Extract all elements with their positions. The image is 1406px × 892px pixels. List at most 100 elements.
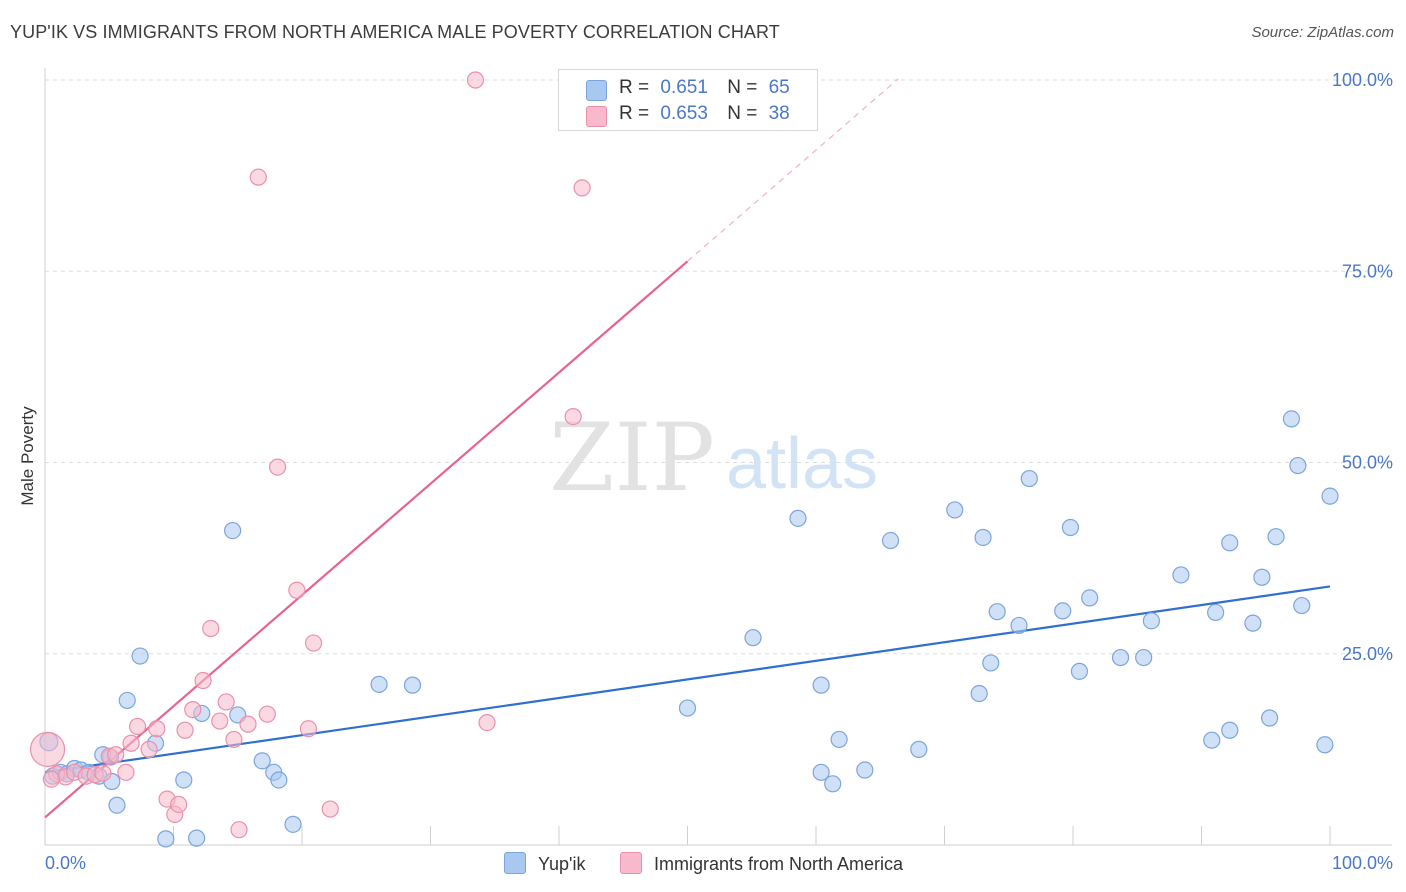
- point-yupik: [982, 654, 1000, 672]
- point-yupik: [118, 691, 136, 710]
- point-immigrants: [249, 168, 267, 186]
- legend-r-value: 0.651: [660, 77, 708, 98]
- point-yupik: [812, 676, 830, 694]
- legend-swatch-immigrants: [586, 106, 607, 127]
- point-yupik: [1142, 612, 1160, 630]
- grid-lines: [45, 79, 1392, 655]
- point-yupik: [1207, 603, 1225, 622]
- point-yupik: [108, 796, 126, 814]
- tick-labels: 25.0% 50.0% 75.0% 100.0% 0.0% 100.0%: [45, 70, 1393, 873]
- point-yupik: [1253, 568, 1271, 586]
- point-immigrants: [321, 800, 339, 818]
- point-yupik: [1267, 528, 1285, 546]
- point-yupik: [1289, 456, 1307, 475]
- source-label: Source: ZipAtlas.com: [1251, 24, 1394, 41]
- point-immigrants: [170, 795, 188, 814]
- legend-swatch-yupik: [586, 80, 607, 101]
- y-tick-label: 50.0%: [1342, 453, 1393, 473]
- point-immigrants: [217, 693, 235, 711]
- point-immigrants: [258, 705, 276, 723]
- point-immigrants: [107, 746, 125, 764]
- point-yupik: [1020, 469, 1038, 488]
- point-yupik: [1070, 662, 1089, 680]
- point-yupik: [812, 763, 830, 781]
- point-yupik: [131, 647, 149, 665]
- point-yupik: [988, 603, 1006, 621]
- point-yupik: [881, 531, 900, 550]
- legend-r-value: 0.653: [660, 103, 708, 124]
- point-immigrants: [202, 619, 220, 638]
- legend-n-label: N =: [727, 103, 758, 124]
- trend-line-immigrants-extension: [687, 78, 899, 262]
- point-immigrants: [211, 712, 229, 730]
- point-yupik: [1221, 721, 1239, 739]
- x-tick-label: 100.0%: [1332, 853, 1393, 873]
- point-immigrants: [225, 730, 243, 749]
- legend-n-label: N =: [727, 77, 758, 98]
- point-yupik: [1316, 736, 1334, 754]
- point-immigrants: [573, 179, 591, 197]
- point-yupik: [284, 815, 302, 833]
- bottom-legend-immigrants: Immigrants from North America: [620, 852, 903, 875]
- point-yupik: [188, 829, 206, 847]
- point-yupik: [1321, 487, 1339, 505]
- y-tick-label: 100.0%: [1332, 70, 1393, 90]
- watermark-atlas: atlas: [726, 424, 878, 504]
- point-yupik: [1293, 596, 1311, 615]
- point-yupik: [744, 629, 762, 647]
- point-immigrants: [564, 408, 582, 426]
- bottom-legend-swatch-immigrants: [620, 852, 642, 874]
- point-immigrants: [239, 715, 257, 733]
- point-yupik: [1261, 709, 1279, 727]
- legend-n-value: 38: [768, 103, 790, 124]
- point-immigrants: [466, 71, 485, 89]
- point-yupik: [1203, 731, 1221, 749]
- point-yupik: [1054, 602, 1072, 620]
- point-immigrants: [184, 700, 202, 719]
- point-yupik: [1081, 589, 1099, 607]
- point-yupik: [970, 684, 988, 703]
- point-yupik: [1221, 534, 1239, 552]
- point-yupik: [974, 528, 992, 547]
- point-immigrants: [29, 731, 66, 767]
- point-yupik: [678, 699, 697, 717]
- legend-r-label: R =: [619, 77, 650, 98]
- point-yupik: [789, 509, 807, 527]
- y-tick-label: 25.0%: [1342, 644, 1393, 664]
- point-yupik: [253, 752, 271, 770]
- point-yupik: [946, 501, 964, 519]
- point-immigrants: [304, 634, 323, 652]
- data-points: [29, 71, 1339, 848]
- point-immigrants: [117, 763, 135, 781]
- point-yupik: [1172, 566, 1190, 584]
- point-yupik: [270, 771, 288, 789]
- point-yupik: [1061, 518, 1080, 537]
- point-yupik: [403, 676, 422, 694]
- trend-line-yupik: [44, 585, 1331, 774]
- legend-stats-immigrants: R = 0.653 N = 38: [619, 103, 790, 125]
- stats-legend: R = 0.651 N = 65 R = 0.653 N = 38: [558, 69, 818, 131]
- bottom-legend-label-immigrants: Immigrants from North America: [654, 854, 904, 874]
- point-yupik: [830, 730, 848, 749]
- point-immigrants: [268, 458, 287, 476]
- legend-n-value: 65: [768, 77, 790, 98]
- point-yupik: [856, 761, 874, 779]
- point-yupik: [224, 521, 242, 540]
- point-yupik: [824, 775, 842, 793]
- point-immigrants: [478, 713, 496, 732]
- point-yupik: [1135, 648, 1153, 667]
- point-yupik: [1111, 648, 1130, 667]
- chart-title: YUP'IK VS IMMIGRANTS FROM NORTH AMERICA …: [10, 22, 780, 42]
- bottom-legend-swatch-yupik: [504, 852, 526, 874]
- point-immigrants: [140, 740, 158, 758]
- point-immigrants: [148, 720, 166, 738]
- point-immigrants: [230, 821, 248, 839]
- point-yupik: [370, 675, 388, 693]
- point-immigrants: [128, 717, 147, 736]
- bottom-legend-yupik: Yup'ik: [504, 852, 585, 875]
- point-yupik: [157, 830, 175, 848]
- point-immigrants: [122, 734, 140, 752]
- point-immigrants: [288, 581, 306, 599]
- point-yupik: [175, 771, 193, 789]
